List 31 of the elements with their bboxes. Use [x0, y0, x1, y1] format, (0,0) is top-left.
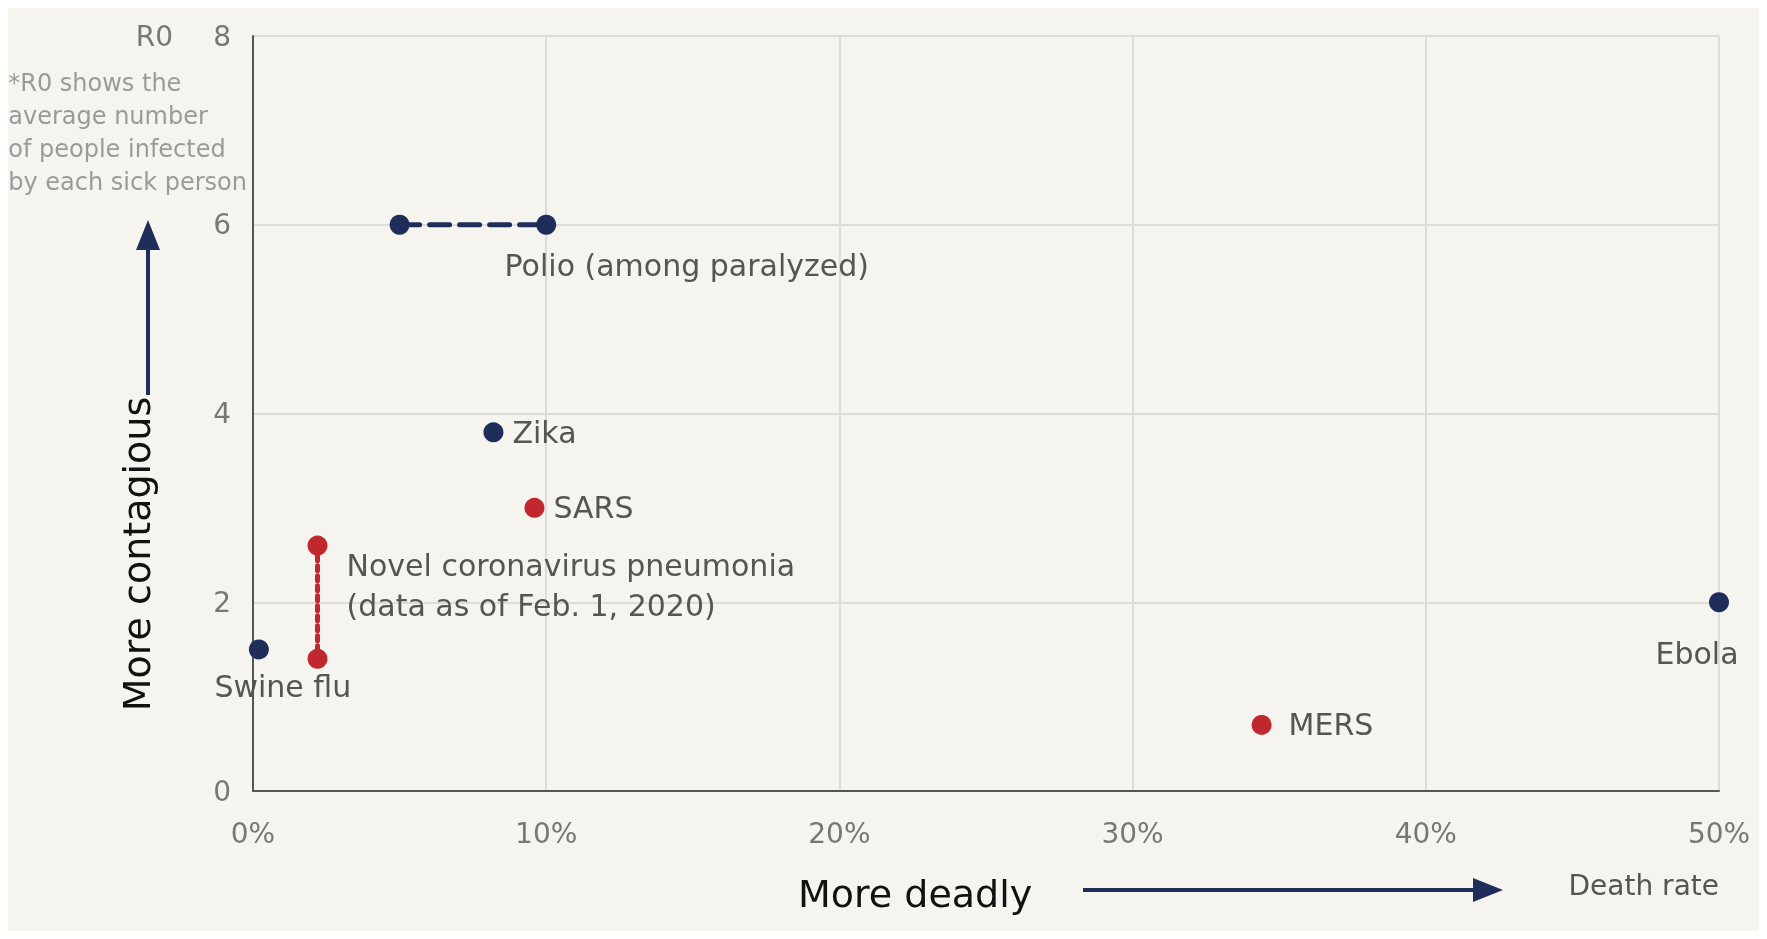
text: More deadly: [798, 872, 1033, 916]
x-tick-label: 30%: [1101, 816, 1164, 850]
text: *R0 shows the average number of people infected by each sick person: [8, 68, 247, 196]
point: [1709, 592, 1729, 613]
point: [536, 214, 557, 235]
y-tick-label: 0: [213, 774, 231, 808]
series-label: SARS: [553, 490, 634, 526]
y-tick-label: 4: [213, 397, 231, 430]
point: [1251, 714, 1272, 735]
series-label: Polio (among paralyzed): [504, 248, 869, 284]
x-tick-label: 50%: [1687, 816, 1751, 850]
y-tick-label: 6: [213, 208, 231, 242]
point: [248, 639, 269, 660]
series-label: MERS: [1288, 707, 1374, 743]
y-tick-label: 2: [213, 585, 231, 619]
point: [307, 535, 328, 556]
x-tick-label: 20%: [808, 816, 871, 850]
y-tick-label: 8: [213, 19, 231, 53]
x-tick-label: 40%: [1394, 816, 1457, 850]
point: [389, 214, 410, 235]
series-label: Novel coronavirus pneumonia (data as of Feb. 1, 2020): [346, 548, 796, 624]
point: [307, 648, 328, 669]
y-axis-title: R0: [135, 19, 173, 53]
x-axis-title: Death rate: [1568, 868, 1719, 902]
x-tick-label: 0%: [230, 816, 276, 850]
x-tick-label: 10%: [515, 816, 578, 850]
series-label: Ebola: [1655, 635, 1739, 671]
series-label: Zika: [512, 414, 577, 450]
point: [524, 497, 545, 518]
point: [483, 422, 504, 443]
text: More contagious: [115, 396, 159, 712]
